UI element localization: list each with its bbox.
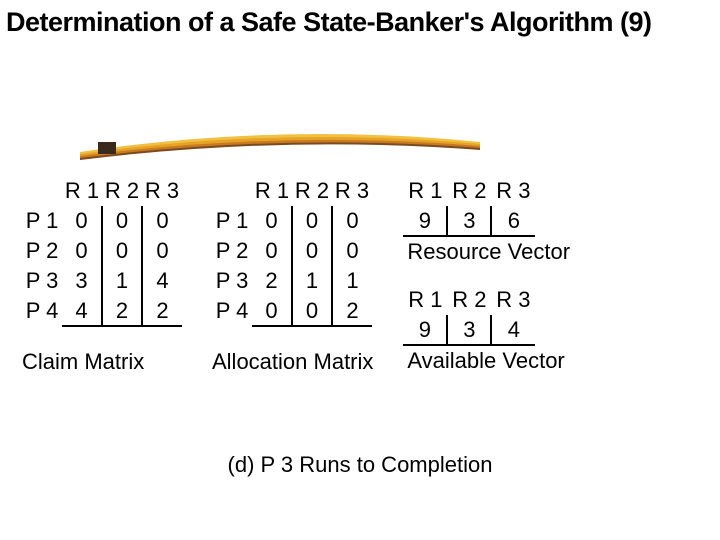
cell: 0 <box>252 236 292 266</box>
col-header: R 3 <box>142 176 182 206</box>
col-header: R 1 <box>403 176 447 206</box>
cell: 0 <box>252 296 292 326</box>
col-header: R 1 <box>62 176 102 206</box>
cell: 0 <box>102 206 142 236</box>
row-header: P 3 <box>212 266 252 296</box>
figure-caption: (d) P 3 Runs to Completion <box>0 452 720 478</box>
resource-vector: R 1 R 2 R 3 9 3 6 Resource Vector <box>403 176 570 265</box>
cell: 9 <box>403 206 447 236</box>
cell: 2 <box>102 296 142 326</box>
cell: 3 <box>447 206 491 236</box>
cell: 0 <box>142 236 182 266</box>
cell: 9 <box>403 315 447 345</box>
col-header: R 2 <box>292 176 332 206</box>
cell: 4 <box>62 296 102 326</box>
row-header: P 4 <box>22 296 62 326</box>
cell: 0 <box>292 296 332 326</box>
col-header: R 3 <box>332 176 372 206</box>
cell: 1 <box>292 266 332 296</box>
row-header: P 3 <box>22 266 62 296</box>
cell: 0 <box>142 206 182 236</box>
claim-matrix: R 1 R 2 R 3 P 1 0 0 0 P 2 0 0 0 P 3 <box>22 176 182 375</box>
col-header: R 2 <box>447 176 491 206</box>
claim-matrix-label: Claim Matrix <box>22 349 182 375</box>
row-header: P 1 <box>212 206 252 236</box>
cell: 2 <box>332 296 372 326</box>
allocation-matrix-label: Allocation Matrix <box>212 349 373 375</box>
allocation-matrix: R 1 R 2 R 3 P 1 0 0 0 P 2 0 0 0 P 3 <box>212 176 373 375</box>
col-header: R 2 <box>447 285 491 315</box>
page-title: Determination of a Safe State-Banker's A… <box>0 0 720 44</box>
col-header: R 3 <box>491 176 535 206</box>
content-area: R 1 R 2 R 3 P 1 0 0 0 P 2 0 0 0 P 3 <box>22 176 698 375</box>
cell: 1 <box>102 266 142 296</box>
row-header: P 1 <box>22 206 62 236</box>
col-header: R 1 <box>403 285 447 315</box>
cell: 0 <box>292 206 332 236</box>
col-header: R 2 <box>102 176 142 206</box>
resource-vector-label: Resource Vector <box>407 239 570 265</box>
col-header: R 3 <box>491 285 535 315</box>
decorative-swoosh <box>80 130 480 160</box>
cell: 6 <box>491 206 535 236</box>
col-header: R 1 <box>252 176 292 206</box>
cell: 0 <box>62 206 102 236</box>
cell: 2 <box>252 266 292 296</box>
cell: 3 <box>447 315 491 345</box>
cell: 1 <box>332 266 372 296</box>
available-vector: R 1 R 2 R 3 9 3 4 Available Vector <box>403 285 570 374</box>
cell: 0 <box>292 236 332 266</box>
cell: 0 <box>62 236 102 266</box>
available-vector-label: Available Vector <box>407 348 570 374</box>
cell: 3 <box>62 266 102 296</box>
row-header: P 4 <box>212 296 252 326</box>
row-header: P 2 <box>212 236 252 266</box>
vectors-column: R 1 R 2 R 3 9 3 6 Resource Vector R 1 <box>403 176 570 374</box>
cell: 0 <box>252 206 292 236</box>
cell: 2 <box>142 296 182 326</box>
cell: 4 <box>142 266 182 296</box>
cell: 0 <box>332 236 372 266</box>
cell: 4 <box>491 315 535 345</box>
cell: 0 <box>102 236 142 266</box>
row-header: P 2 <box>22 236 62 266</box>
cell: 0 <box>332 206 372 236</box>
